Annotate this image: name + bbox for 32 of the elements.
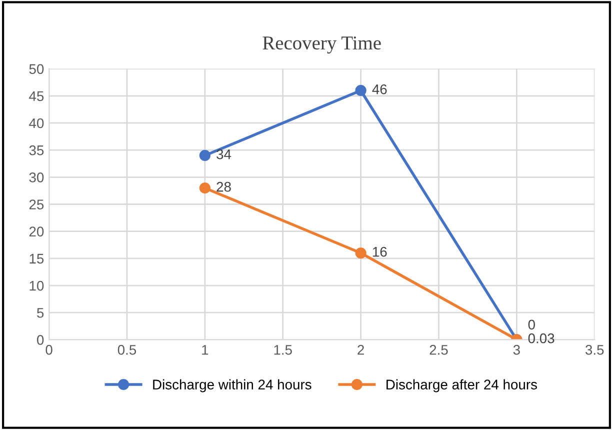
legend-label: Discharge after 24 hours [386,379,537,392]
x-tick-label: 0 [46,344,52,355]
data-label: 46 [372,84,387,94]
x-tick-label: 0.5 [118,344,136,355]
y-tick-label: 45 [29,91,44,102]
data-label: 28 [216,182,231,192]
x-tick-label: 2.5 [430,344,448,355]
data-label: 34 [216,149,232,160]
y-tick-label: 50 [29,64,44,74]
y-tick-label: 25 [29,200,44,210]
y-tick-label: 0 [37,335,44,345]
point [199,182,210,194]
point [199,150,210,162]
data-label: 0 [528,320,535,330]
y-tick-label: 20 [29,226,44,237]
x-tick-label: 3.5 [585,344,604,355]
x-tick-label: 1 [202,345,208,355]
point [355,84,366,96]
y-tick-label: 35 [29,145,44,156]
legend-label: Discharge within 24 hours [153,379,312,392]
data-label: 16 [372,246,387,257]
data-label: 0.03 [528,333,554,344]
point [355,247,366,259]
y-tick-label: 40 [29,118,44,128]
chart-title: Recovery Time [262,36,381,54]
x-tick-label: 1.5 [274,345,292,355]
y-tick-label: 5 [37,308,44,318]
y-tick-label: 10 [30,280,44,291]
x-tick-label: 3 [513,344,520,355]
y-tick-label: 30 [29,172,44,182]
x-tick-label: 2 [358,344,364,355]
y-tick-label: 15 [30,254,44,264]
